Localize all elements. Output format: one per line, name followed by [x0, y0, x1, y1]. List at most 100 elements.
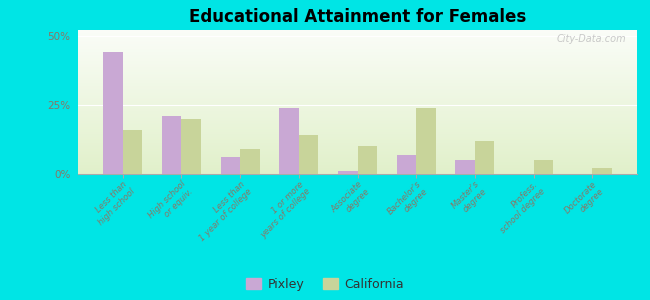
Bar — [78, 145, 637, 146]
Bar — [78, 64, 637, 65]
Bar — [78, 106, 637, 107]
Bar — [456, 160, 475, 174]
Bar — [416, 107, 436, 174]
Bar — [78, 141, 637, 142]
Bar — [78, 172, 637, 173]
Bar — [78, 33, 637, 34]
Bar — [78, 129, 637, 130]
Bar — [78, 158, 637, 159]
Bar — [338, 171, 358, 174]
Bar — [78, 170, 637, 171]
Bar — [162, 116, 181, 174]
Bar — [78, 137, 637, 138]
Bar — [78, 41, 637, 42]
Bar — [78, 120, 637, 121]
Bar — [78, 70, 637, 71]
Bar — [78, 167, 637, 168]
Bar — [78, 57, 637, 58]
Bar — [78, 161, 637, 162]
Bar — [78, 146, 637, 147]
Bar — [78, 35, 637, 36]
Bar — [78, 32, 637, 33]
Bar — [78, 138, 637, 139]
Bar — [78, 100, 637, 101]
Bar — [78, 60, 637, 61]
Bar — [78, 126, 637, 127]
Bar — [78, 127, 637, 128]
Bar — [78, 131, 637, 132]
Bar — [78, 71, 637, 72]
Bar — [78, 74, 637, 75]
Bar — [78, 124, 637, 125]
Bar — [78, 98, 637, 99]
Bar — [78, 102, 637, 103]
Bar — [78, 94, 637, 95]
Bar — [78, 135, 637, 136]
Bar — [78, 99, 637, 100]
Bar — [78, 130, 637, 131]
Bar — [78, 125, 637, 126]
Bar — [78, 93, 637, 94]
Bar — [78, 101, 637, 102]
Bar — [78, 85, 637, 86]
Bar — [78, 86, 637, 87]
Bar — [78, 63, 637, 64]
Bar — [78, 52, 637, 53]
Bar — [78, 68, 637, 69]
Bar — [78, 34, 637, 35]
Bar — [78, 136, 637, 137]
Bar — [78, 47, 637, 48]
Bar — [78, 36, 637, 37]
Legend: Pixley, California: Pixley, California — [246, 278, 404, 291]
Bar — [78, 48, 637, 49]
Bar — [78, 49, 637, 50]
Text: City-Data.com: City-Data.com — [556, 34, 626, 44]
Bar — [78, 108, 637, 109]
Bar — [78, 160, 637, 161]
Bar — [78, 76, 637, 77]
Bar — [78, 128, 637, 129]
Bar — [78, 45, 637, 46]
Bar — [78, 43, 637, 44]
Bar — [78, 107, 637, 108]
Bar — [78, 77, 637, 78]
Bar — [78, 142, 637, 143]
Bar — [78, 122, 637, 123]
Bar — [78, 54, 637, 55]
Bar — [78, 73, 637, 74]
Bar — [78, 96, 637, 97]
Bar — [78, 153, 637, 154]
Bar — [78, 65, 637, 66]
Bar — [78, 117, 637, 118]
Bar — [78, 92, 637, 93]
Bar — [78, 81, 637, 82]
Bar — [181, 118, 201, 174]
Bar — [299, 135, 318, 174]
Bar — [78, 115, 637, 116]
Bar — [103, 52, 123, 174]
Bar — [78, 132, 637, 133]
Bar — [78, 85, 637, 86]
Bar — [358, 146, 377, 174]
Bar — [78, 109, 637, 110]
Bar — [123, 130, 142, 174]
Bar — [78, 97, 637, 98]
Bar — [78, 114, 637, 115]
Bar — [78, 139, 637, 140]
Bar — [78, 58, 637, 59]
Bar — [78, 168, 637, 169]
Bar — [78, 78, 637, 79]
Bar — [78, 118, 637, 119]
Bar — [240, 149, 259, 174]
Bar — [78, 39, 637, 40]
Bar — [78, 51, 637, 52]
Bar — [78, 40, 637, 41]
Bar — [78, 80, 637, 81]
Bar — [78, 166, 637, 167]
Bar — [78, 105, 637, 106]
Bar — [78, 89, 637, 90]
Bar — [78, 152, 637, 153]
Bar — [78, 110, 637, 111]
Bar — [78, 154, 637, 155]
Bar — [78, 104, 637, 105]
